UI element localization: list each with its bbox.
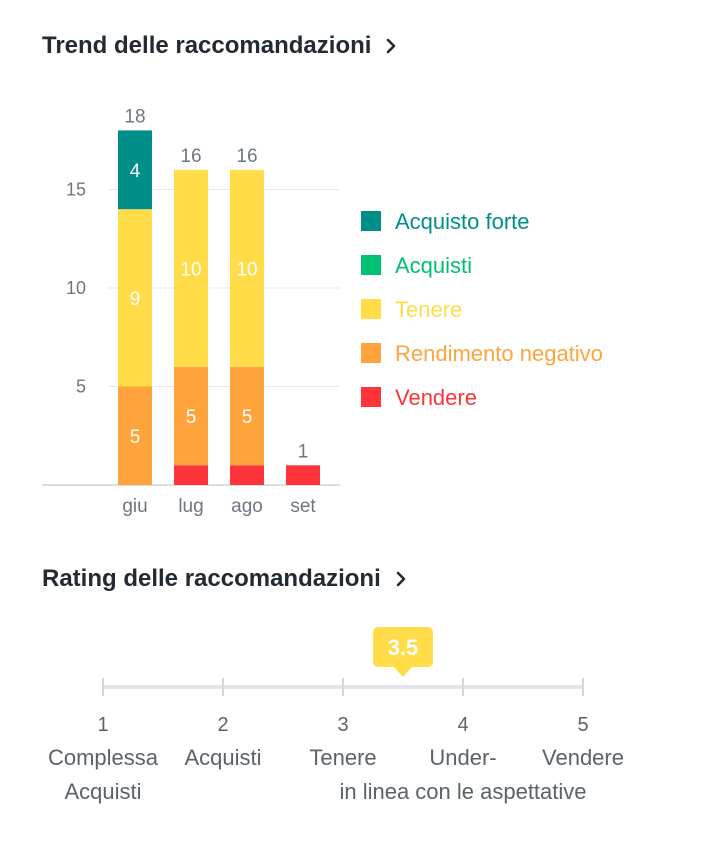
bar-segment-label: 5 xyxy=(186,407,197,428)
legend-item: Vendere xyxy=(361,385,477,410)
bar-segment-label: 10 xyxy=(236,259,257,280)
rating-scale: 1 Complessa Acquisti 2 Acquisti 3 Tenere 4 Under… xyxy=(48,627,624,804)
bar-segment xyxy=(230,366,264,466)
scale-tick-label: Acquisti xyxy=(64,779,141,804)
legend-item: Tenere xyxy=(361,297,462,322)
scale-tick-number: 3 xyxy=(337,714,348,736)
x-tick-label: ago xyxy=(231,496,263,517)
scale-tick-label: Acquisti xyxy=(184,745,261,770)
x-tick-label: lug xyxy=(178,496,203,517)
rating-marker-value: 3.5 xyxy=(388,635,419,660)
legend-item: Rendimento negativo xyxy=(361,341,603,366)
y-tick-label: 10 xyxy=(66,278,86,298)
scale-tick-label: Complessa xyxy=(48,745,159,770)
x-tick-label: set xyxy=(290,496,316,517)
scale-tick-number: 1 xyxy=(97,714,108,736)
legend-swatch xyxy=(361,387,381,407)
x-tick-label: giu xyxy=(122,496,147,517)
scale-tick-label: Vendere xyxy=(542,745,624,770)
legend-label: Vendere xyxy=(395,385,477,410)
legend-swatch xyxy=(361,299,381,319)
bar-segment-label: 9 xyxy=(130,289,141,310)
y-tick-label: 5 xyxy=(76,377,86,397)
rating-marker-pointer xyxy=(393,666,413,677)
bar-segment-label: 5 xyxy=(242,407,253,428)
scale-tick-number: 5 xyxy=(577,714,588,736)
trend-title-text: Trend delle raccomandazioni xyxy=(42,32,372,59)
trend-chart: 5 10 15 5 9 4 18 giu 5 10 16 lug 5 10 16 ago 1 set Acquist… xyxy=(42,106,603,517)
bar-total-label: 1 xyxy=(298,441,309,462)
rating-section-title[interactable]: Rating delle raccomandazioni xyxy=(42,565,409,593)
legend-label: Acquisti xyxy=(395,253,472,278)
y-tick-label: 15 xyxy=(66,180,86,200)
bar-segment xyxy=(174,366,208,466)
bar-segment xyxy=(174,465,208,485)
rating-marker-box xyxy=(373,627,433,667)
scale-tick-number: 4 xyxy=(457,714,468,736)
legend-swatch xyxy=(361,255,381,275)
legend-label: Acquisto forte xyxy=(395,209,530,234)
bar-total-label: 16 xyxy=(180,146,201,167)
scale-tick-label: Under- xyxy=(429,745,496,770)
bar-segment xyxy=(230,465,264,485)
rating-marker: 3.5 xyxy=(373,627,433,677)
bar-segment xyxy=(118,130,152,210)
scale-tick-label: in linea con le aspettative xyxy=(339,779,586,804)
rating-title-text: Rating delle raccomandazioni xyxy=(42,565,381,592)
bar-total-label: 16 xyxy=(236,146,257,167)
bar-segment xyxy=(174,169,208,367)
legend-swatch xyxy=(361,211,381,231)
scale-tick-label: Tenere xyxy=(309,745,376,770)
chevron-right-icon xyxy=(387,38,396,54)
bar-total-label: 18 xyxy=(124,106,145,127)
chevron-right-icon xyxy=(396,571,406,587)
bar-segment-label: 4 xyxy=(130,161,141,182)
legend-label: Rendimento negativo xyxy=(395,341,603,366)
bar-segment xyxy=(286,465,320,485)
bar-segment xyxy=(230,169,264,367)
bar-segment xyxy=(118,386,152,485)
bar-segment-label: 10 xyxy=(180,259,201,280)
trend-section-title[interactable]: Trend delle raccomandazioni xyxy=(42,32,399,60)
legend-item: Acquisto forte xyxy=(361,209,530,234)
legend-swatch xyxy=(361,343,381,363)
scale-tick-number: 2 xyxy=(217,714,228,736)
bar-segment xyxy=(118,209,152,387)
legend-label: Tenere xyxy=(395,297,462,322)
bar-segment-label: 5 xyxy=(130,427,141,448)
legend-item: Acquisti xyxy=(361,253,472,278)
